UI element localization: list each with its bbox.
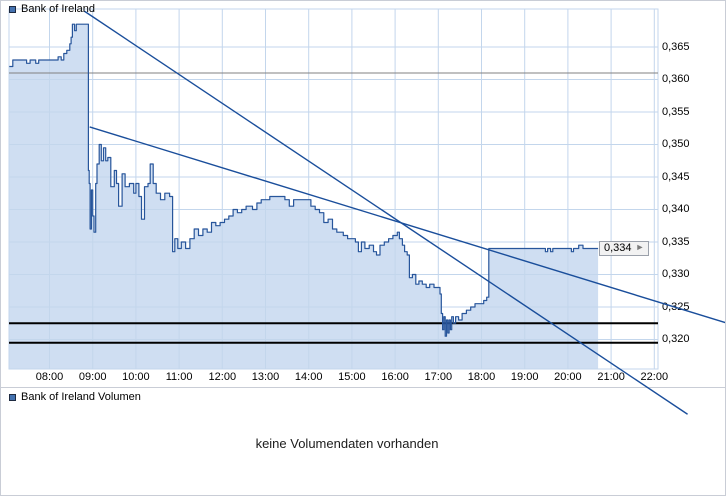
series-color-swatch-icon: [9, 5, 16, 13]
price-arrow-icon: ►: [635, 242, 645, 252]
time-axis-label: 14:00: [294, 371, 323, 383]
time-axis-label: 09:00: [78, 371, 107, 383]
price-series-legend: Bank of Ireland: [9, 3, 95, 15]
time-axis-label: 20:00: [554, 371, 582, 383]
time-axis-label: 17:00: [424, 371, 453, 383]
time-axis-label: 12:00: [208, 371, 237, 383]
no-volume-message: keine Volumendaten vorhanden: [255, 436, 439, 451]
last-price-tag: 0,334 ►: [599, 240, 650, 256]
time-axis-label: 13:00: [251, 371, 280, 383]
last-price-value: 0,334: [604, 241, 632, 254]
time-axis-label: 19:00: [510, 371, 539, 383]
time-axis-label: 10:00: [122, 371, 150, 383]
price-series-legend-label: Bank of Ireland: [21, 3, 95, 15]
time-axis-label: 15:00: [338, 371, 366, 383]
time-axis-label: 22:00: [640, 371, 669, 383]
time-axis-label: 11:00: [165, 371, 193, 383]
time-axis-label: 16:00: [381, 371, 409, 383]
time-axis-label: 18:00: [467, 371, 496, 383]
volume-color-swatch-icon: [9, 393, 16, 401]
time-axis-label: 21:00: [597, 371, 625, 383]
time-axis-label: 08:00: [35, 371, 64, 383]
